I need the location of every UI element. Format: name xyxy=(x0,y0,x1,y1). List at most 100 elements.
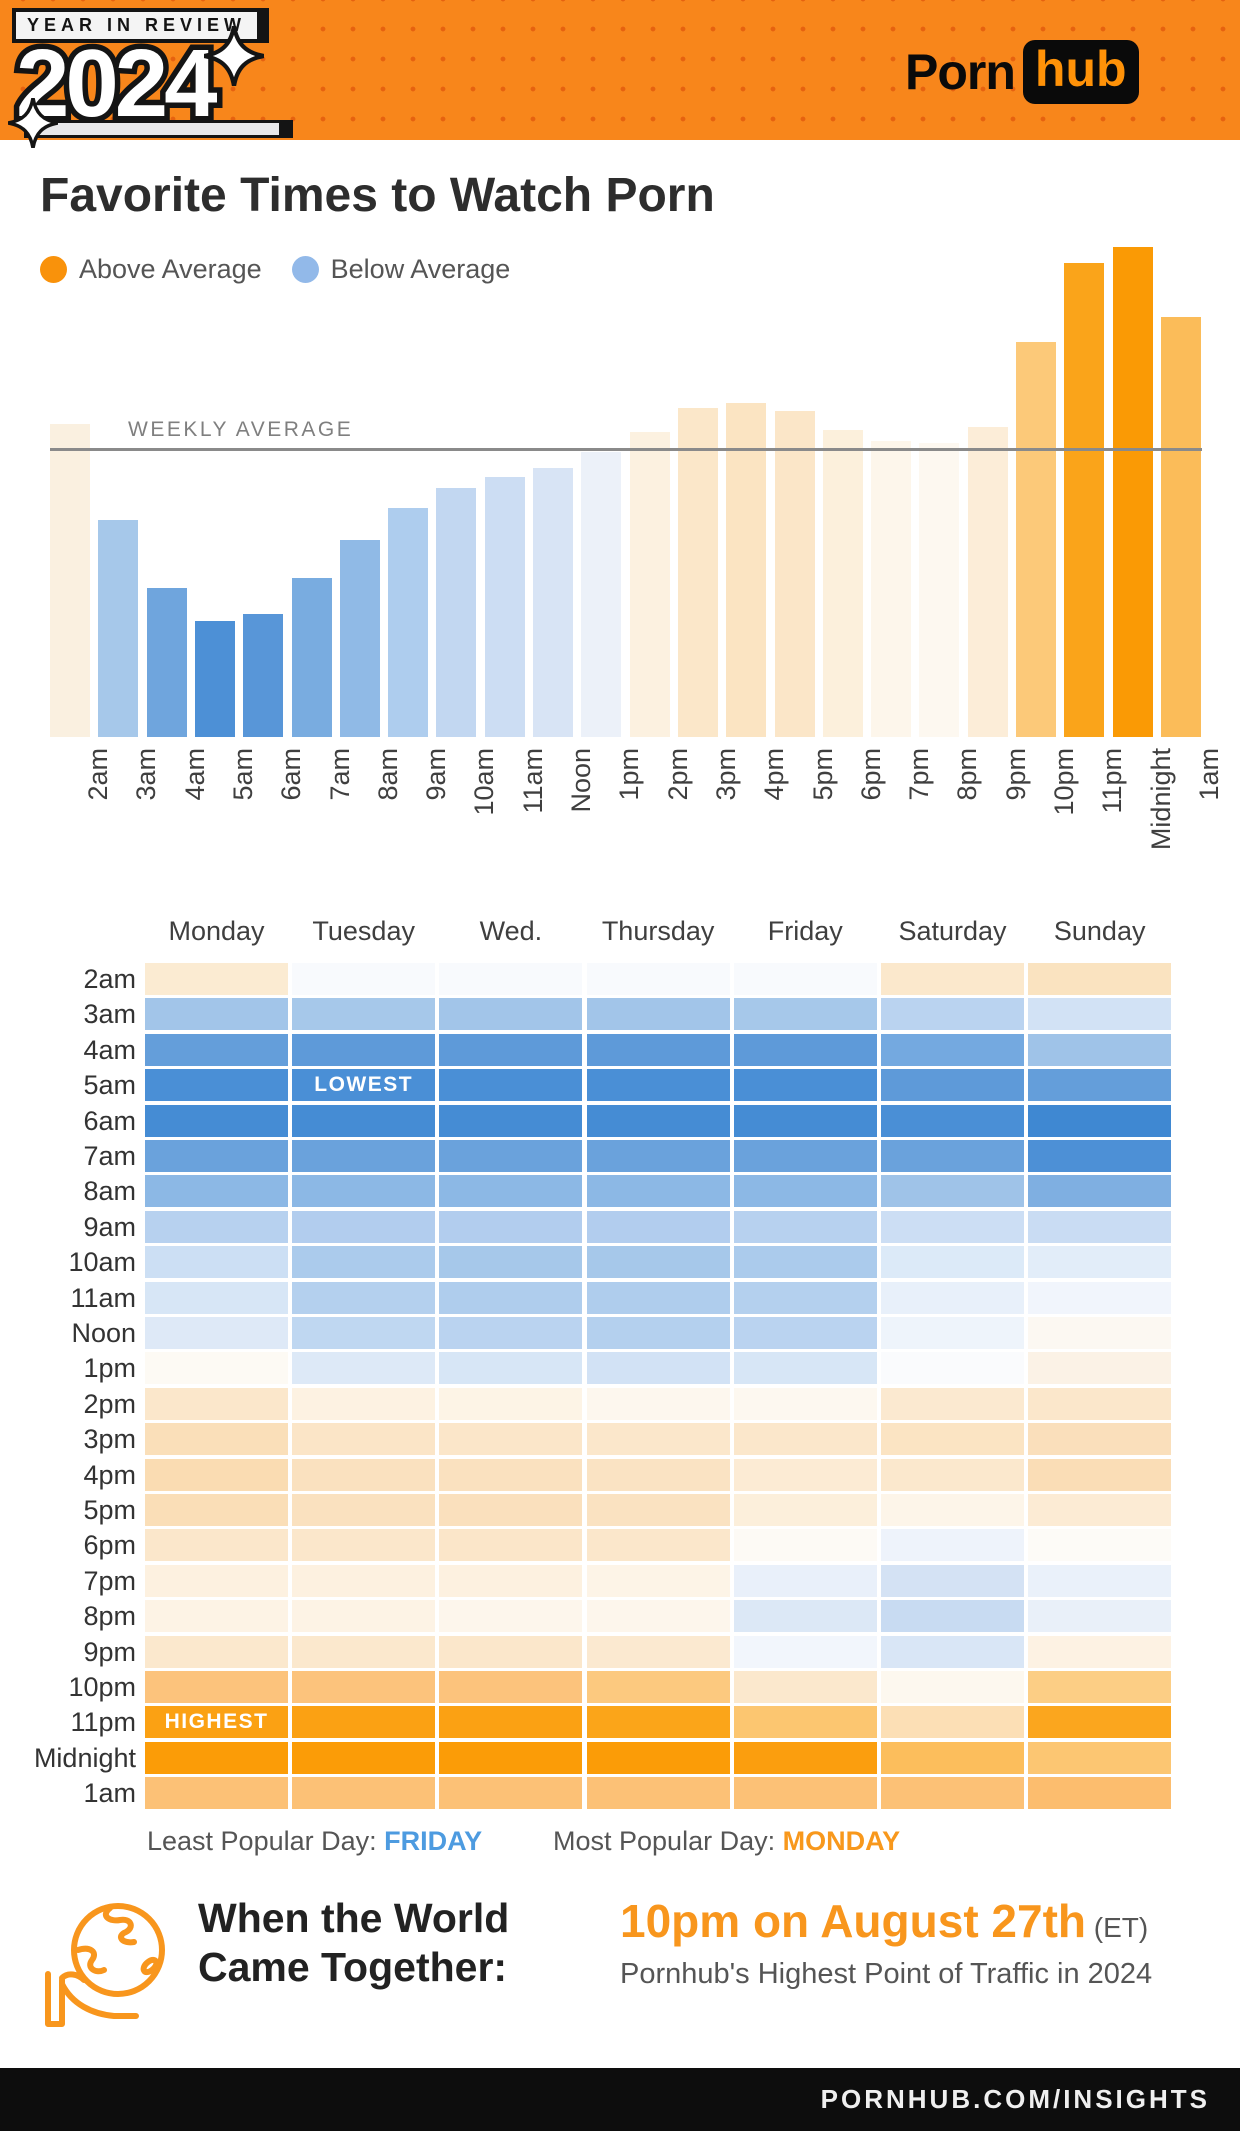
heatmap-cell-tuesday-4am xyxy=(292,1033,436,1066)
day-header-wed: Wed. xyxy=(479,916,543,946)
least-popular-label: Least Popular Day: xyxy=(147,1826,385,1856)
heatmap-cell-saturday-midnight xyxy=(881,1741,1024,1774)
heatmap-cell-wed-11pm xyxy=(439,1706,583,1739)
heatmap-cell-friday-6pm xyxy=(733,1529,877,1562)
heatmap-cell-sunday-2pm xyxy=(1028,1387,1172,1420)
heatmap-cell-wed-midnight xyxy=(439,1741,583,1774)
heatmap-cell-sunday-midnight xyxy=(1028,1741,1172,1774)
heatmap-cell-tuesday-8am xyxy=(292,1175,436,1208)
heatmap-cell-wed-2am xyxy=(439,963,583,995)
heatmap-cell-thursday-6am xyxy=(586,1104,730,1137)
heatmap-cell-thursday-1am xyxy=(586,1777,730,1810)
heatmap-cell-sunday-6pm xyxy=(1028,1529,1172,1562)
heatmap-cell-saturday-2am xyxy=(881,963,1024,995)
day-header-thursday: Thursday xyxy=(601,916,715,946)
heatmap-cell-tuesday-10am xyxy=(292,1246,436,1279)
legend-item-1: Below Average xyxy=(291,254,511,285)
legend-label: Below Average xyxy=(330,254,511,284)
heatmap-cell-friday-10pm xyxy=(733,1671,877,1703)
heatmap-cell-thursday-11am xyxy=(586,1281,730,1314)
heatmap-cell-wed-2pm xyxy=(439,1387,583,1420)
highlight-heading-line2: Came Together: xyxy=(198,1944,508,1990)
heatmap-cell-friday-7am xyxy=(733,1140,877,1172)
heatmap-cell-tuesday-5pm xyxy=(292,1494,436,1526)
heatmap-cell-monday-3pm xyxy=(145,1423,288,1456)
heatmap-cell-tuesday-9pm xyxy=(292,1635,436,1668)
heatmap-cell-sunday-9am xyxy=(1028,1210,1172,1243)
hour-label-8pm: 8pm xyxy=(83,1601,136,1632)
heatmap-cell-sunday-5am xyxy=(1028,1069,1172,1102)
heatmap-cell-sunday-10am xyxy=(1028,1246,1172,1279)
heatmap-cell-friday-4am xyxy=(733,1033,877,1066)
heatmap-cell-sunday-11am xyxy=(1028,1281,1172,1314)
heatmap-cell-monday-10am xyxy=(145,1246,288,1279)
heatmap-cell-saturday-1am xyxy=(881,1777,1024,1810)
heatmap-cell-monday-1am xyxy=(145,1777,288,1810)
hour-label-4pm: 4pm xyxy=(83,1459,136,1490)
heatmap-cell-monday-2am xyxy=(145,963,288,995)
heatmap-cell-monday-4am xyxy=(145,1033,288,1066)
hour-label-5am: 5am xyxy=(83,1070,136,1101)
sparkle-icon xyxy=(204,26,264,86)
bar-1pm xyxy=(581,452,622,737)
heatmap-cell-monday-7am xyxy=(145,1140,288,1172)
heatmap-cell-wed-8pm xyxy=(439,1600,583,1633)
heatmap-cell-monday-midnight xyxy=(145,1741,288,1774)
heatmap-cell-saturday-noon xyxy=(881,1317,1024,1349)
badge-underline-bar xyxy=(24,120,293,138)
heatmap-cell-friday-5pm xyxy=(733,1494,877,1526)
bar-4am xyxy=(146,588,187,737)
heatmap-cell-monday-7pm xyxy=(145,1564,288,1597)
x-axis-label-7pm: 7pm xyxy=(904,748,935,801)
heatmap-cell-wed-3am xyxy=(439,998,583,1031)
heatmap-cell-friday-3pm xyxy=(733,1423,877,1456)
heatmap-cell-friday-8am xyxy=(733,1175,877,1208)
heatmap-cell-monday-5am xyxy=(145,1069,288,1102)
heatmap-cell-sunday-noon xyxy=(1028,1317,1172,1349)
least-popular-value: FRIDAY xyxy=(384,1826,483,1856)
heatmap-cell-sunday-5pm xyxy=(1028,1494,1172,1526)
heatmap-cell-saturday-7am xyxy=(881,1140,1024,1172)
legend-label: Above Average xyxy=(79,254,262,284)
heatmap-cell-tuesday-11am xyxy=(292,1281,436,1314)
page-title: Favorite Times to Watch Porn xyxy=(40,169,715,222)
x-axis-label-5am: 5am xyxy=(227,748,258,801)
heatmap-cell-friday-8pm xyxy=(733,1600,877,1633)
bar-11am xyxy=(484,477,525,737)
hour-label-11am: 11am xyxy=(70,1282,136,1313)
bar-11pm xyxy=(1064,263,1105,737)
heatmap-cell-friday-9am xyxy=(733,1210,877,1243)
heatmap-cell-thursday-7am xyxy=(586,1140,730,1172)
x-axis-label-4am: 4am xyxy=(179,748,210,801)
x-axis-label-4pm: 4pm xyxy=(759,748,790,801)
heatmap-cell-sunday-7am xyxy=(1028,1140,1172,1172)
heatmap-cell-sunday-8am xyxy=(1028,1175,1172,1208)
heatmap-cell-wed-4am xyxy=(439,1033,583,1066)
heatmap-cell-saturday-10am xyxy=(881,1246,1024,1279)
day-header-monday: Monday xyxy=(168,916,265,946)
x-axis-label-noon: Noon xyxy=(566,748,596,813)
legend-item-0: Above Average xyxy=(40,254,262,285)
heatmap-cell-monday-9am xyxy=(145,1210,288,1243)
heatmap-cell-wed-4pm xyxy=(439,1458,583,1491)
day-header-tuesday: Tuesday xyxy=(312,916,415,946)
year-2024-wordmark: 2024 xyxy=(11,28,227,140)
heatmap-cell-tuesday-6am xyxy=(292,1104,436,1137)
svg-text:2024: 2024 xyxy=(16,30,217,137)
x-axis-label-11pm: 11pm xyxy=(1097,748,1128,814)
bar-9am xyxy=(388,508,429,737)
heatmap-cell-wed-10am xyxy=(439,1246,583,1279)
heatmap-cell-thursday-10pm xyxy=(586,1671,730,1703)
weekly-average-line xyxy=(50,448,1202,451)
lowest-tag: LOWEST xyxy=(314,1073,414,1097)
heatmap-cell-monday-noon xyxy=(145,1317,288,1349)
heatmap-cell-sunday-7pm xyxy=(1028,1564,1172,1597)
heatmap-cell-saturday-5pm xyxy=(881,1494,1024,1526)
x-axis-label-10am: 10am xyxy=(469,748,500,816)
heatmap-cell-friday-1am xyxy=(733,1777,877,1810)
heatmap-cell-saturday-6pm xyxy=(881,1529,1024,1562)
heatmap-cell-monday-11pm: HIGHEST xyxy=(145,1706,288,1739)
heatmap-cell-tuesday-7am xyxy=(292,1140,436,1172)
heatmap-cell-tuesday-3am xyxy=(292,998,436,1031)
day-header-friday: Friday xyxy=(767,916,843,946)
